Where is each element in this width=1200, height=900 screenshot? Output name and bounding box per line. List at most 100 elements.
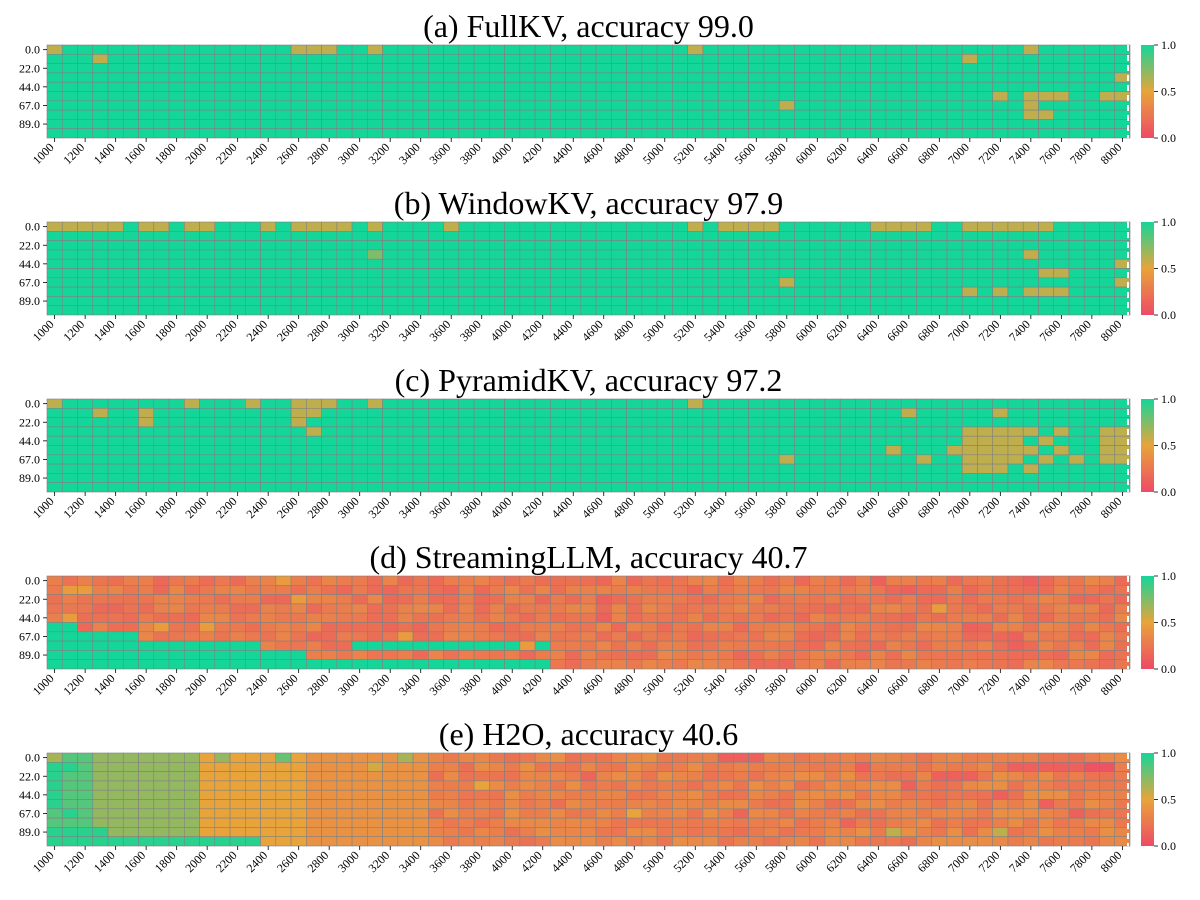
heatmap-cell xyxy=(580,128,597,139)
heatmap-cell xyxy=(809,789,826,800)
heatmap-cell xyxy=(275,463,292,474)
heatmap-cell xyxy=(687,799,704,810)
heatmap-cell xyxy=(245,286,261,297)
heatmap-cell xyxy=(702,836,719,847)
x-tick-label: 7000 xyxy=(945,671,972,698)
heatmap-cell xyxy=(550,286,566,297)
x-tick-label: 5400 xyxy=(701,848,728,875)
heatmap-cell xyxy=(702,249,719,260)
x-tick-label: 2200 xyxy=(213,848,240,875)
heatmap-cell xyxy=(931,81,948,92)
heatmap-cell xyxy=(900,761,917,772)
heatmap-cell xyxy=(626,258,643,269)
panel-5: (e) H2O, accuracy 40.60.022.044.067.089.… xyxy=(19,716,1176,875)
heatmap-cell xyxy=(229,100,246,111)
heatmap-cell xyxy=(885,426,902,437)
heatmap-cell xyxy=(885,296,902,306)
heatmap-cell xyxy=(550,100,566,111)
x-tick-label: 6400 xyxy=(854,848,881,875)
heatmap-cell xyxy=(260,91,277,102)
heatmap-cell xyxy=(1038,780,1055,791)
heatmap-cell xyxy=(260,575,277,586)
heatmap-cell xyxy=(412,659,429,670)
heatmap-cell xyxy=(672,296,688,306)
heatmap-cell xyxy=(687,640,704,651)
heatmap-cell xyxy=(839,631,856,642)
heatmap-cell xyxy=(870,109,887,120)
heatmap-cell xyxy=(92,398,109,409)
heatmap-cell xyxy=(321,482,338,493)
heatmap-cell xyxy=(306,631,322,642)
heatmap-cell xyxy=(77,482,94,493)
heatmap-cell xyxy=(717,277,734,288)
heatmap-cell xyxy=(672,435,688,446)
heatmap-cell xyxy=(717,268,734,279)
heatmap-cell xyxy=(321,631,338,642)
heatmap-cell xyxy=(641,249,658,260)
heatmap-cell xyxy=(778,631,795,642)
heatmap-cell xyxy=(245,268,261,279)
heatmap-cell xyxy=(504,650,521,661)
heatmap-cell xyxy=(946,435,963,446)
heatmap-cell xyxy=(839,659,856,670)
heatmap-cell xyxy=(534,603,551,614)
heatmap-cell xyxy=(611,221,627,232)
heatmap-cell xyxy=(367,221,383,232)
heatmap-cell xyxy=(1022,659,1039,670)
heatmap-cell xyxy=(504,808,521,819)
heatmap-cell xyxy=(1068,119,1085,130)
heatmap-cell xyxy=(595,575,612,586)
heatmap-cell xyxy=(519,473,536,483)
heatmap-cell xyxy=(702,44,719,55)
heatmap-cell xyxy=(611,249,627,260)
heatmap-cell xyxy=(458,72,475,83)
heatmap-cell xyxy=(351,817,368,828)
heatmap-cell xyxy=(77,417,94,428)
heatmap-cell xyxy=(260,277,277,288)
heatmap-cell xyxy=(1038,454,1055,465)
heatmap-cell xyxy=(46,100,63,111)
heatmap-cell xyxy=(92,445,109,456)
heatmap-cell xyxy=(1053,109,1070,120)
heatmap-cell xyxy=(138,640,155,651)
heatmap-cell xyxy=(641,584,658,595)
heatmap-cell xyxy=(824,622,841,633)
heatmap-cell xyxy=(855,277,871,288)
heatmap-cell xyxy=(1083,603,1100,614)
heatmap-cell xyxy=(839,91,856,102)
heatmap-cell xyxy=(397,128,414,139)
heatmap-cell xyxy=(595,640,612,651)
heatmap-cell xyxy=(977,240,994,251)
heatmap-cell xyxy=(1083,435,1100,446)
heatmap-cell xyxy=(1038,584,1055,595)
heatmap-cell xyxy=(107,435,124,446)
heatmap-cell xyxy=(77,752,94,763)
heatmap-cell xyxy=(809,622,826,633)
heatmap-cell xyxy=(306,463,322,474)
heatmap-cell xyxy=(351,761,368,772)
heatmap-cell xyxy=(1007,780,1024,791)
heatmap-cell xyxy=(489,109,505,120)
heatmap-cell xyxy=(275,584,292,595)
heatmap-cell xyxy=(1022,240,1039,251)
heatmap-cell xyxy=(565,584,582,595)
x-tick-label: 6800 xyxy=(915,494,942,521)
x-tick-label: 5600 xyxy=(732,848,759,875)
heatmap-cell xyxy=(595,277,612,288)
heatmap-cell xyxy=(672,827,688,838)
heatmap-cell xyxy=(290,463,307,474)
heatmap-cell xyxy=(611,808,627,819)
heatmap-cell xyxy=(138,612,155,623)
heatmap-cell xyxy=(977,808,994,819)
heatmap-cell xyxy=(1099,417,1116,428)
heatmap-cell xyxy=(1007,240,1024,251)
heatmap-cell xyxy=(763,817,780,828)
x-tick-label: 7600 xyxy=(1037,317,1064,344)
heatmap-cell xyxy=(870,799,887,810)
heatmap-cell xyxy=(534,296,551,306)
heatmap-cell xyxy=(138,771,155,782)
heatmap-cell xyxy=(504,435,521,446)
x-tick-label: 2800 xyxy=(304,494,331,521)
heatmap-cell xyxy=(306,752,322,763)
heatmap-cell xyxy=(153,277,170,288)
